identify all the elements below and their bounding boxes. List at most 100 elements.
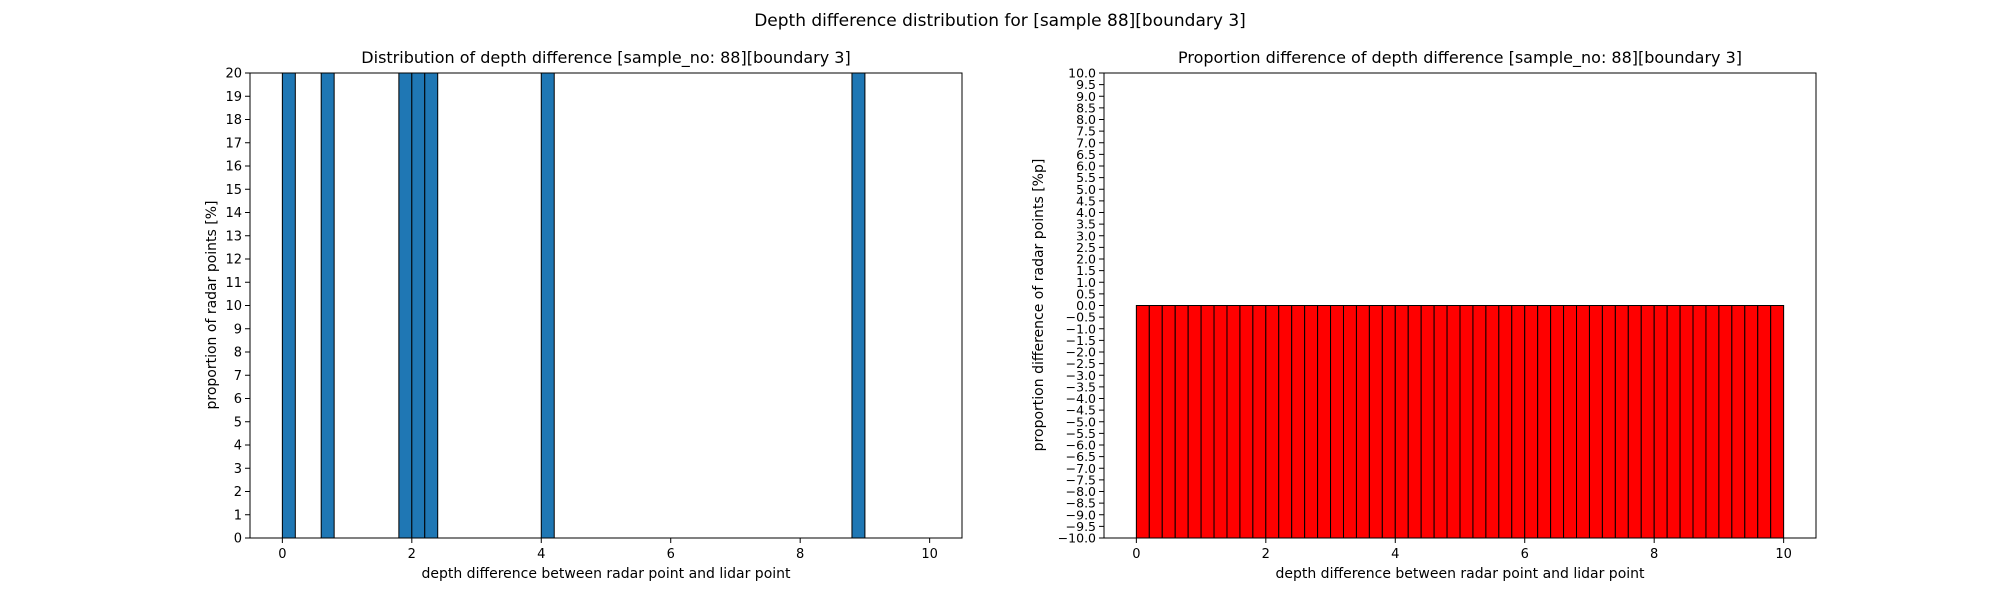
subplot-proportion-difference-title: Proportion difference of depth differenc… [1178,48,1742,68]
proportion-difference-x-tick-label: 6 [1521,547,1529,562]
distribution-bar [411,72,426,539]
distribution-bar [851,72,866,539]
subplot-distribution-title: Distribution of depth difference [sample… [361,48,850,68]
proportion-difference-bar [1692,305,1707,539]
proportion-difference-x-tick-label: 10 [1775,547,1792,562]
proportion-difference-bar [1770,305,1785,539]
proportion-difference-bar [1381,305,1396,539]
proportion-difference-bar [1666,305,1681,539]
proportion-difference-bar [1330,305,1345,539]
proportion-difference-y-tick-label: −3.5 [1066,379,1096,394]
proportion-difference-y-tick-label: −9.0 [1066,507,1096,522]
subplot-proportion-difference-frame [1103,72,1817,539]
proportion-difference-bar [1252,305,1267,539]
proportion-difference-y-tick-label: −4.0 [1066,391,1096,406]
proportion-difference-bar [1135,305,1150,539]
proportion-difference-bar [1718,305,1733,539]
proportion-difference-x-tick-label: 8 [1650,547,1658,562]
proportion-difference-y-tick-label: 8.0 [1076,112,1096,127]
subplot-proportion-difference-xlabel: depth difference between radar point and… [1275,566,1645,582]
proportion-difference-y-tick-label: −8.5 [1066,496,1096,511]
proportion-difference-y-tick-label: 4.5 [1076,193,1096,208]
distribution-y-tick-label: 4 [234,439,242,454]
proportion-difference-bar [1757,305,1772,539]
subplot-distribution-x-ticks: 0 2 4 6 8 10 [278,538,938,562]
proportion-difference-bar [1239,305,1254,539]
proportion-difference-bar [1265,305,1280,539]
proportion-difference-y-tick-label: 1.0 [1076,275,1096,290]
distribution-y-tick-label: 3 [234,462,242,477]
proportion-difference-bar [1640,305,1655,539]
proportion-difference-y-tick-label: −4.5 [1066,403,1096,418]
proportion-difference-bar [1187,305,1202,539]
proportion-difference-bar [1601,305,1616,539]
proportion-difference-bar [1304,305,1319,539]
proportion-difference-bar [1705,305,1720,539]
proportion-difference-bar [1459,305,1474,539]
distribution-y-tick-label: 20 [225,67,242,82]
proportion-difference-bar [1537,305,1552,539]
subplot-proportion-difference: Proportion difference of depth differenc… [1031,48,1817,582]
subplot-proportion-difference-y-ticks: −10.0−9.5−9.0−8.5−8.0−7.5−7.0−6.5−6.0−5.… [1058,66,1104,546]
proportion-difference-y-tick-label: 10.0 [1068,66,1096,81]
proportion-difference-y-tick-label: −9.5 [1066,519,1096,534]
distribution-y-tick-label: 10 [225,299,242,314]
proportion-difference-bar [1485,305,1500,539]
distribution-x-tick-label: 6 [667,547,675,562]
distribution-y-tick-label: 9 [234,322,242,337]
proportion-difference-bar [1446,305,1461,539]
distribution-y-tick-label: 6 [234,392,242,407]
subplot-distribution-frame [249,72,963,539]
distribution-bar [540,72,555,539]
proportion-difference-bar [1200,305,1215,539]
proportion-difference-y-tick-label: 9.5 [1076,77,1096,92]
distribution-y-tick-label: 2 [234,485,242,500]
subplot-proportion-difference-bars [1135,305,1785,539]
proportion-difference-y-tick-label: −8.0 [1066,484,1096,499]
proportion-difference-bar [1226,305,1241,539]
proportion-difference-bar [1433,305,1448,539]
distribution-x-tick-label: 8 [796,547,804,562]
proportion-difference-y-tick-label: 7.5 [1076,124,1096,139]
proportion-difference-y-tick-label: −10.0 [1058,531,1096,546]
proportion-difference-y-tick-label: −5.0 [1066,414,1096,429]
proportion-difference-bar [1291,305,1306,539]
proportion-difference-x-tick-label: 0 [1132,547,1140,562]
proportion-difference-bar [1576,305,1590,539]
proportion-difference-bar [1614,305,1629,539]
proportion-difference-bar [1627,305,1642,539]
proportion-difference-y-tick-label: −1.5 [1066,333,1096,348]
proportion-difference-y-tick-label: −2.5 [1066,356,1096,371]
proportion-difference-y-tick-label: −7.5 [1066,472,1096,487]
proportion-difference-bar [1679,305,1694,539]
distribution-bar [398,72,413,539]
distribution-y-tick-label: 11 [225,276,242,291]
proportion-difference-bar [1148,305,1163,539]
proportion-difference-y-tick-label: 3.0 [1076,228,1096,243]
distribution-y-tick-label: 18 [225,113,242,128]
distribution-y-tick-label: 13 [225,229,242,244]
proportion-difference-y-tick-label: 8.5 [1076,100,1096,115]
proportion-difference-bar [1550,305,1565,539]
proportion-difference-y-tick-label: −1.0 [1066,321,1096,336]
proportion-difference-bar [1368,305,1383,539]
proportion-difference-y-tick-label: −6.0 [1066,438,1096,453]
proportion-difference-y-tick-label: 1.5 [1076,263,1096,278]
distribution-y-tick-label: 15 [225,183,242,198]
distribution-bar [281,72,296,539]
proportion-difference-bar [1731,305,1746,539]
proportion-difference-bar [1524,305,1539,539]
proportion-difference-y-tick-label: −5.5 [1066,426,1096,441]
proportion-difference-y-tick-label: 6.5 [1076,147,1096,162]
distribution-x-tick-label: 10 [921,547,938,562]
proportion-difference-y-tick-label: 0.5 [1076,286,1096,301]
subplot-distribution-ylabel: proportion of radar points [%] [204,200,220,409]
distribution-y-tick-label: 1 [234,508,242,523]
proportion-difference-bar [1653,305,1668,539]
proportion-difference-y-tick-label: 9.0 [1076,89,1096,104]
proportion-difference-bar [1420,305,1435,539]
proportion-difference-y-tick-label: −2.0 [1066,345,1096,360]
proportion-difference-y-tick-label: −7.0 [1066,461,1096,476]
proportion-difference-y-tick-label: 5.0 [1076,182,1096,197]
